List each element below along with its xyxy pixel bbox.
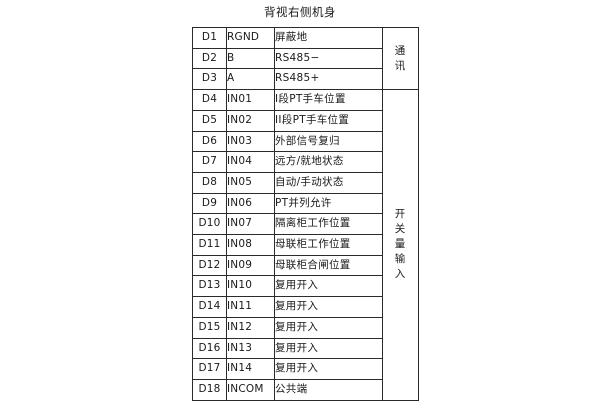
pin-cell: D7 — [192, 151, 227, 173]
page-title: 背视右侧机身 — [264, 5, 336, 19]
table-row: D16 IN13 复用开入 — [192, 337, 419, 360]
description-cell: 自动/手动状态 — [274, 171, 383, 194]
signal-cell: IN08 — [226, 234, 275, 256]
signal-cell: INCOM — [226, 378, 275, 401]
pinout-table: D1 RGND 屏蔽地 通讯 D2 B RS485− D3 A RS485+ D… — [192, 26, 419, 401]
pin-cell: D9 — [192, 192, 227, 215]
pin-cell: D8 — [192, 171, 227, 194]
group-label-digital-input: 开关量输入 — [394, 208, 407, 281]
group-cell-digital-input: 开关量输入 — [382, 89, 419, 401]
table-row: D17 IN14 复用开入 — [192, 358, 419, 380]
pin-cell: D10 — [192, 213, 227, 236]
description-cell: RS485− — [274, 47, 383, 70]
description-cell: 复用开入 — [274, 337, 383, 360]
description-cell: 远方/就地状态 — [274, 151, 383, 173]
signal-cell: IN03 — [226, 130, 275, 153]
description-cell: 复用开入 — [274, 275, 383, 298]
signal-cell: A — [226, 68, 275, 91]
table-row: D12 IN09 母联柜合闸位置 — [192, 254, 419, 277]
signal-cell: IN09 — [226, 254, 275, 277]
description-cell: 外部信号复归 — [274, 130, 383, 153]
signal-cell: RGND — [226, 27, 275, 49]
description-cell: II段PT手车位置 — [274, 109, 383, 132]
table-row: D9 IN06 PT并列允许 — [192, 192, 419, 215]
signal-cell: IN14 — [226, 358, 275, 380]
signal-cell: IN07 — [226, 213, 275, 236]
description-cell: 隔离柜工作位置 — [274, 213, 383, 236]
description-cell: 复用开入 — [274, 296, 383, 318]
signal-cell: IN11 — [226, 296, 275, 318]
pin-cell: D15 — [192, 316, 227, 339]
group-cell-communication: 通讯 — [382, 26, 419, 91]
table-row: D1 RGND 屏蔽地 通讯 — [192, 26, 419, 91]
pin-cell: D6 — [192, 130, 227, 153]
pinout-table-container: D1 RGND 屏蔽地 通讯 D2 B RS485− D3 A RS485+ D… — [192, 26, 419, 401]
pin-cell: D5 — [192, 109, 227, 132]
signal-cell: IN05 — [226, 171, 275, 194]
signal-cell: IN10 — [226, 275, 275, 298]
pin-cell: D1 — [192, 27, 227, 49]
signal-cell: IN04 — [226, 151, 275, 173]
table-row: D8 IN05 自动/手动状态 — [192, 171, 419, 194]
signal-cell: IN12 — [226, 316, 275, 339]
table-row: D7 IN04 远方/就地状态 — [192, 151, 419, 173]
pin-cell: D14 — [192, 296, 227, 318]
pin-cell: D3 — [192, 68, 227, 91]
group-label-communication: 通讯 — [394, 44, 407, 72]
table-row: D10 IN07 隔离柜工作位置 — [192, 213, 419, 236]
table-row: D18 INCOM 公共端 — [192, 378, 419, 401]
pin-cell: D12 — [192, 254, 227, 277]
pin-cell: D16 — [192, 337, 227, 360]
pinout-table-body: D1 RGND 屏蔽地 通讯 D2 B RS485− D3 A RS485+ D… — [192, 26, 419, 401]
description-cell: 公共端 — [274, 378, 383, 401]
pin-cell: D4 — [192, 89, 227, 111]
signal-cell: IN13 — [226, 337, 275, 360]
signal-cell: B — [226, 47, 275, 70]
pin-cell: D18 — [192, 378, 227, 401]
pin-cell: D13 — [192, 275, 227, 298]
table-row: D4 IN01 I段PT手车位置 开关量输入 — [192, 89, 419, 401]
description-cell: PT并列允许 — [274, 192, 383, 215]
description-cell: 母联柜合闸位置 — [274, 254, 383, 277]
pin-cell: D2 — [192, 47, 227, 70]
description-cell: 屏蔽地 — [274, 27, 383, 49]
table-row: D2 B RS485− — [192, 47, 419, 70]
description-cell: 母联柜工作位置 — [274, 234, 383, 256]
table-row: D5 IN02 II段PT手车位置 — [192, 109, 419, 132]
description-cell: 复用开入 — [274, 358, 383, 380]
table-row: D13 IN10 复用开入 — [192, 275, 419, 298]
pin-cell: D11 — [192, 234, 227, 256]
pin-cell: D17 — [192, 358, 227, 380]
description-cell: I段PT手车位置 — [274, 89, 383, 111]
signal-cell: IN01 — [226, 89, 275, 111]
description-cell: 复用开入 — [274, 316, 383, 339]
description-cell: RS485+ — [274, 68, 383, 91]
signal-cell: IN02 — [226, 109, 275, 132]
signal-cell: IN06 — [226, 192, 275, 215]
